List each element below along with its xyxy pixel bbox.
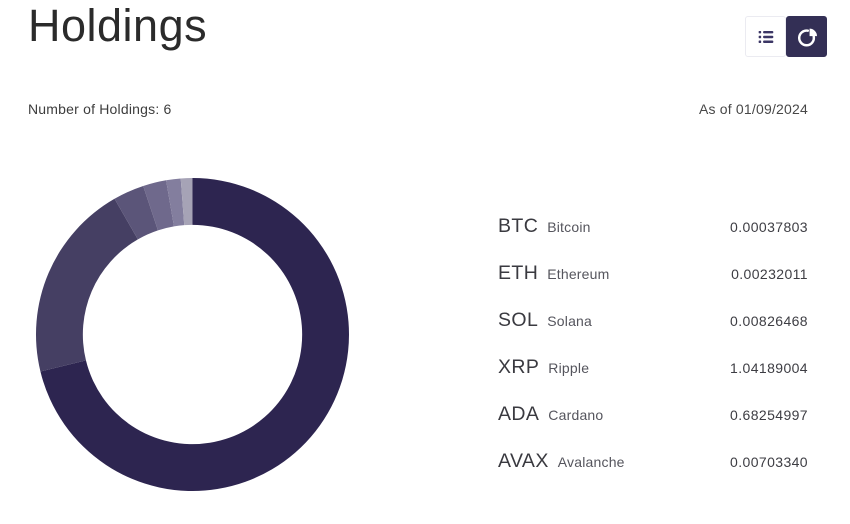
donut-segment-ada[interactable] — [166, 178, 185, 227]
donut-segment-btc[interactable] — [40, 177, 349, 492]
holding-quantity: 0.00232011 — [731, 266, 808, 282]
donut-segment-avax[interactable] — [180, 177, 193, 226]
page-title: Holdings — [28, 0, 208, 51]
holdings-count: Number of Holdings: 6 — [28, 101, 172, 117]
view-toggle-group — [745, 16, 827, 57]
pie-chart-icon — [796, 26, 818, 48]
holding-quantity: 0.00703340 — [730, 454, 808, 470]
holding-row: ETH Ethereum 0.00232011 — [498, 251, 808, 298]
holding-name: Bitcoin — [547, 219, 591, 235]
holding-ticker: XRP — [498, 356, 540, 378]
holding-row: SOL Solana 0.00826468 — [498, 298, 808, 345]
donut-segment-xrp[interactable] — [143, 180, 174, 231]
holding-name: Ethereum — [547, 266, 610, 282]
holding-row: BTC Bitcoin 0.00037803 — [498, 204, 808, 251]
holding-name: Solana — [547, 313, 593, 329]
donut-segment-eth[interactable] — [35, 198, 138, 372]
chart-view-button[interactable] — [786, 16, 827, 57]
holding-row: XRP Ripple 1.04189004 — [498, 345, 808, 392]
holding-row: AVAX Avalanche 0.00703340 — [498, 439, 808, 486]
holding-ticker: AVAX — [498, 450, 549, 472]
holding-row: ADA Cardano 0.68254997 — [498, 392, 808, 439]
donut-segment-sol[interactable] — [114, 185, 158, 240]
holding-ticker: ADA — [498, 403, 540, 425]
holding-ticker: BTC — [498, 215, 539, 237]
as-of-date: As of 01/09/2024 — [698, 101, 808, 117]
holding-quantity: 0.00826468 — [730, 313, 808, 329]
holding-quantity: 1.04189004 — [730, 360, 808, 376]
holding-ticker: ETH — [498, 262, 539, 284]
holding-quantity: 0.68254997 — [730, 407, 808, 423]
holding-quantity: 0.00037803 — [730, 219, 808, 235]
holdings-list: BTC Bitcoin 0.00037803 ETH Ethereum 0.00… — [498, 204, 808, 486]
holding-name: Cardano — [548, 407, 604, 423]
list-view-button[interactable] — [745, 16, 786, 57]
holding-name: Avalanche — [557, 454, 625, 470]
list-icon — [755, 26, 777, 48]
holding-name: Ripple — [548, 360, 590, 376]
holding-ticker: SOL — [498, 309, 539, 331]
holdings-donut-chart — [35, 177, 349, 492]
